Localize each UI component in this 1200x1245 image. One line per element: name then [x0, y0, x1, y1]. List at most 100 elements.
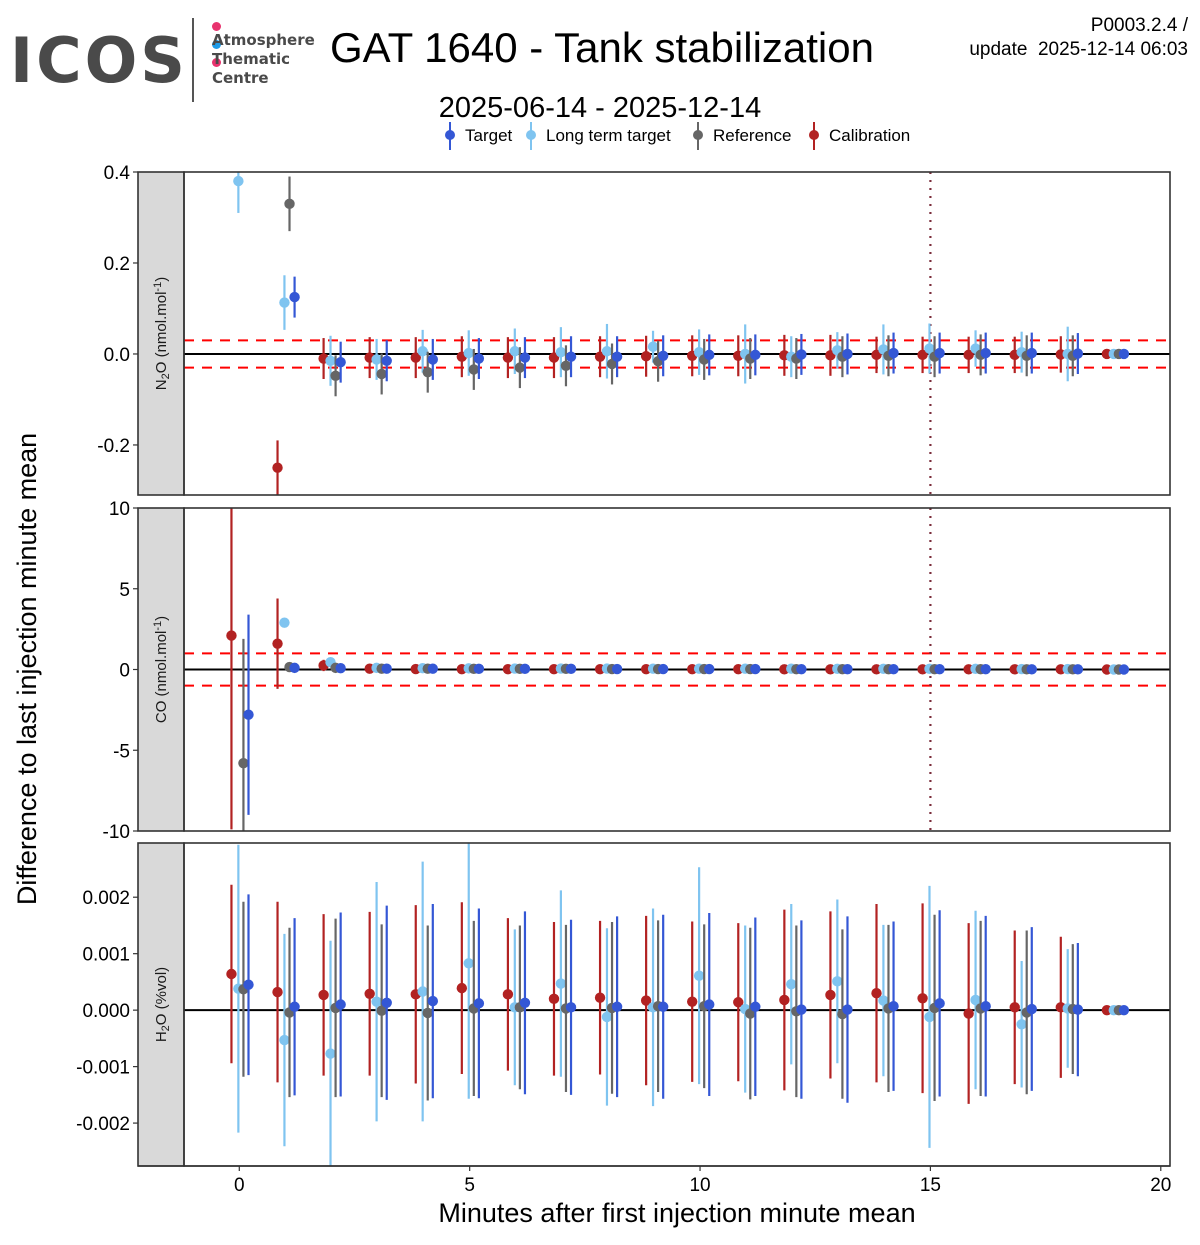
- data-point: [917, 349, 928, 361]
- facet-strip: [137, 507, 185, 832]
- data-point: [473, 663, 485, 675]
- data-point: [335, 999, 346, 1010]
- facet-strip-label: N2O (nmol.mol-1): [152, 277, 172, 390]
- x-tick-label: 15: [920, 1175, 941, 1196]
- data-point: [934, 347, 945, 359]
- plot-content: [184, 508, 1170, 831]
- legend-label: Calibration: [829, 126, 910, 145]
- data-point: [1026, 664, 1037, 675]
- strip-label-part: -1: [152, 282, 164, 292]
- facet-strip: [137, 171, 185, 496]
- data-point: [693, 346, 705, 358]
- data-point: [934, 663, 945, 675]
- data-point: [842, 1004, 853, 1015]
- plot-area: [184, 843, 1170, 1166]
- y-tick-label: 0: [119, 661, 130, 682]
- data-point: [226, 968, 237, 980]
- facet-strip-label: H2O (%vol): [153, 967, 172, 1042]
- data-point: [878, 995, 889, 1006]
- data-point: [888, 663, 899, 675]
- data-point: [750, 663, 761, 675]
- data-point: [410, 352, 421, 363]
- legend-label: Target: [465, 126, 513, 145]
- data-point: [970, 994, 981, 1006]
- strip-label-part: N: [153, 379, 170, 390]
- data-point: [963, 349, 974, 361]
- plot-content: [184, 172, 1170, 495]
- strip-label-part: O (nmol.mol: [153, 292, 170, 374]
- data-point: [704, 663, 715, 675]
- y-tick-label: 0.000: [82, 1001, 130, 1022]
- data-point: [786, 978, 797, 990]
- plot-area: [184, 172, 1170, 495]
- data-point: [963, 1008, 974, 1019]
- data-point: [842, 348, 853, 360]
- data-point: [226, 630, 237, 641]
- data-point: [640, 995, 652, 1006]
- y-tick-label: 0.001: [82, 945, 130, 966]
- data-point: [560, 360, 572, 371]
- logo-dots: [212, 18, 225, 67]
- data-point: [519, 997, 531, 1009]
- data-point: [279, 617, 290, 628]
- legend-key-dot: [445, 130, 455, 140]
- panel-border: [183, 507, 1171, 832]
- data-point: [611, 351, 623, 362]
- legend: Target Long term target Reference Calibrati…: [445, 122, 910, 150]
- data-point: [888, 1000, 899, 1012]
- data-point: [565, 351, 577, 362]
- data-point: [417, 346, 428, 357]
- data-point: [924, 343, 935, 354]
- strip-label-part: ): [153, 277, 170, 282]
- logo-separator: [192, 18, 194, 102]
- data-point: [417, 986, 428, 997]
- data-point: [376, 1005, 387, 1016]
- data-point: [371, 996, 382, 1007]
- y-tick-label: 0.4: [104, 163, 131, 184]
- data-point: [519, 352, 531, 363]
- y-tick-label: 5: [119, 580, 130, 601]
- strip-label-part: 2: [160, 1025, 172, 1031]
- x-tick-label: 0: [234, 1175, 245, 1196]
- y-tick-label: 0.2: [104, 254, 130, 275]
- data-point: [750, 349, 761, 361]
- data-point: [1026, 347, 1037, 359]
- data-point: [687, 996, 698, 1007]
- data-point: [371, 354, 382, 365]
- strip-label-part: 2: [160, 373, 172, 379]
- data-point: [272, 638, 283, 649]
- data-point: [611, 663, 623, 675]
- data-point: [272, 986, 283, 998]
- facet-strip: [137, 842, 185, 1167]
- data-point: [289, 662, 300, 674]
- strip-label-part: H: [153, 1031, 170, 1042]
- data-point: [284, 198, 295, 210]
- data-point: [825, 989, 836, 1001]
- data-point: [289, 291, 300, 303]
- data-point: [647, 341, 659, 352]
- data-point: [514, 362, 526, 373]
- y-tick-label: -0.2: [97, 436, 130, 457]
- data-point: [917, 993, 928, 1004]
- strip-label-part: ): [153, 616, 170, 621]
- data-point: [519, 663, 531, 675]
- data-point: [1118, 664, 1130, 675]
- strip-label-part: -1: [152, 621, 164, 631]
- logo-line: Thematic: [212, 50, 291, 68]
- x-tick-label: 10: [689, 1175, 710, 1196]
- data-point: [980, 663, 991, 675]
- logo-subtitle: Atmosphere Thematic Centre: [212, 31, 315, 88]
- data-point: [502, 989, 514, 1000]
- data-point: [502, 352, 514, 363]
- data-point: [565, 663, 577, 675]
- data-point: [606, 358, 618, 370]
- data-point: [233, 175, 244, 187]
- data-point: [243, 709, 254, 720]
- data-point: [376, 368, 387, 380]
- data-point: [601, 1011, 613, 1023]
- y-tick-label: -0.001: [76, 1058, 130, 1079]
- legend-label: Reference: [713, 126, 791, 145]
- data-point: [243, 979, 254, 990]
- data-point: [335, 356, 346, 368]
